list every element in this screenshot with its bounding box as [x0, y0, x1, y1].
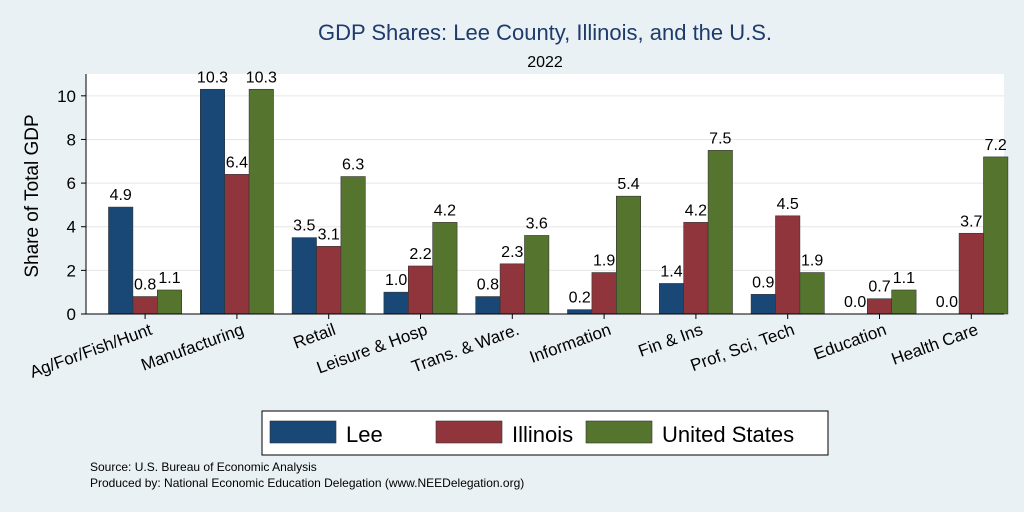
data-label: 2.3	[501, 244, 523, 261]
y-tick-label: 6	[67, 174, 76, 193]
y-tick-label: 0	[67, 305, 76, 324]
chart-title: GDP Shares: Lee County, Illinois, and th…	[318, 20, 772, 45]
bar	[775, 215, 801, 315]
y-tick-label: 2	[67, 261, 76, 280]
bar	[799, 272, 825, 315]
legend-label: Illinois	[512, 422, 573, 447]
data-label: 2.2	[409, 246, 431, 263]
bar	[591, 272, 617, 315]
category-label: Health Care	[889, 320, 981, 369]
bar	[340, 176, 366, 315]
category-label: Retail	[291, 320, 338, 353]
bar	[407, 265, 433, 315]
data-label: 3.1	[318, 226, 340, 243]
category-label: Education	[811, 320, 889, 364]
data-label: 1.9	[593, 253, 615, 270]
y-axis-label: Share of Total GDP	[22, 114, 43, 277]
y-tick-label: 10	[57, 87, 76, 106]
data-label: 1.1	[158, 270, 180, 287]
bar	[132, 296, 158, 315]
bar	[291, 237, 317, 315]
data-label: 0.2	[569, 290, 591, 307]
legend-items: Lee Illinois United States	[269, 420, 794, 447]
bar	[750, 294, 776, 315]
data-label: 5.4	[617, 176, 639, 193]
bar	[958, 232, 984, 315]
category-label: Information	[527, 320, 613, 367]
data-label: 4.2	[685, 202, 707, 219]
data-label: 3.7	[960, 213, 982, 230]
data-label: 1.0	[385, 272, 407, 289]
data-label: 0.0	[936, 294, 958, 311]
data-label: 6.4	[226, 154, 248, 171]
category-label: Prof, Sci, Tech	[688, 320, 797, 375]
bar	[248, 88, 274, 315]
chart-subtitle: 2022	[527, 54, 563, 71]
data-label: 6.3	[342, 157, 364, 174]
source-note: Source: U.S. Bureau of Economic Analysis	[90, 460, 317, 474]
legend-swatch	[585, 420, 653, 444]
bar	[475, 296, 501, 315]
bar	[108, 206, 134, 315]
legend-box	[261, 410, 829, 456]
data-label: 10.3	[246, 69, 277, 86]
bar	[432, 222, 458, 315]
bar	[524, 235, 550, 315]
producer-note: Produced by: National Economic Education…	[90, 476, 524, 490]
data-labels: 4.9 10.3 3.5 1.0 0.8 0.2 1.4 0.9 0.0 0.0 0.8 6.4 3.1…	[110, 69, 1007, 311]
bar	[658, 283, 684, 315]
data-label: 1.9	[801, 253, 823, 270]
bar	[983, 156, 1009, 315]
data-label: 3.5	[293, 218, 315, 235]
bar	[499, 263, 525, 315]
data-label: 0.8	[134, 277, 156, 294]
y-tick-label: 8	[67, 130, 76, 149]
bar	[615, 195, 641, 315]
legend-swatch	[435, 420, 503, 444]
data-label: 0.8	[477, 277, 499, 294]
data-label: 10.3	[197, 69, 228, 86]
y-tick-label: 4	[67, 218, 76, 237]
data-label: 1.4	[660, 263, 682, 280]
y-ticks: 0 2 4 6 8 10	[57, 87, 86, 324]
data-label: 4.5	[777, 196, 799, 213]
bar	[200, 88, 226, 315]
data-label: 3.6	[526, 215, 548, 232]
bars	[108, 88, 1009, 315]
bar	[707, 150, 733, 315]
bar	[891, 289, 917, 315]
legend-label: United States	[662, 422, 794, 447]
bar	[683, 222, 709, 315]
legend-swatch	[269, 420, 337, 444]
data-label: 0.7	[868, 279, 890, 296]
bar	[866, 298, 892, 315]
data-label: 1.1	[893, 270, 915, 287]
data-label: 4.9	[110, 187, 132, 204]
bar	[224, 174, 250, 315]
category-label: Ag/For/Fish/Hunt	[27, 320, 154, 382]
data-label: 7.5	[709, 130, 731, 147]
bar	[567, 309, 593, 315]
legend-label: Lee	[346, 422, 383, 447]
bar	[316, 246, 342, 315]
legend: Lee Illinois United States	[261, 410, 829, 456]
bar	[157, 289, 183, 315]
data-label: 4.2	[434, 202, 456, 219]
data-label: 7.2	[985, 137, 1007, 154]
bar	[383, 291, 409, 315]
data-label: 0.0	[844, 294, 866, 311]
data-label: 0.9	[752, 274, 774, 291]
category-label: Manufacturing	[139, 320, 247, 375]
